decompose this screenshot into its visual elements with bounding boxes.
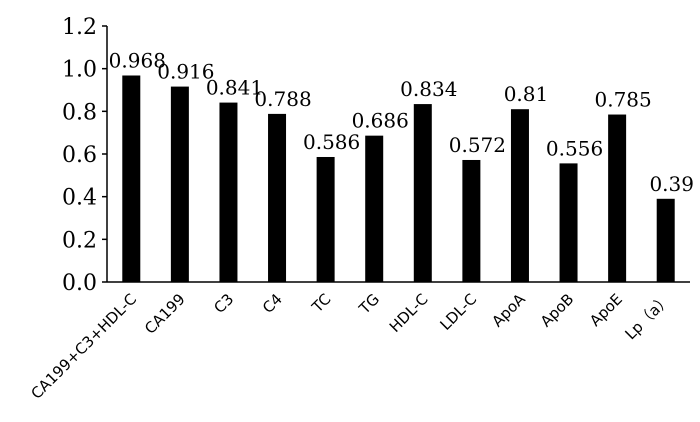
data-label: 0.785 — [594, 88, 651, 112]
category-label: TG — [355, 290, 383, 318]
y-tick-label: 0.4 — [62, 186, 97, 211]
bar — [413, 104, 432, 282]
category-label: Lp（a） — [621, 290, 674, 343]
data-label: 0.39 — [649, 172, 694, 196]
category-label: C4 — [259, 290, 286, 317]
category-label: CA199+C3+HDL-C — [27, 290, 140, 403]
data-label: 0.586 — [303, 130, 360, 154]
y-tick-label: 0.2 — [62, 228, 97, 253]
y-tick-label: 0.8 — [62, 100, 97, 125]
bar — [559, 163, 578, 282]
bar — [268, 113, 287, 282]
category-label: ApoA — [488, 290, 529, 331]
data-label: 0.968 — [109, 48, 166, 72]
category-label: C3 — [210, 290, 237, 317]
category-label: HDL-C — [386, 290, 432, 336]
y-axis-ticks: 0.0 0.2 0.4 0.6 0.8 1.0 1.2 — [62, 15, 107, 296]
y-tick-label: 0.0 — [62, 271, 97, 296]
bar — [219, 102, 238, 282]
category-label: LDL-C — [436, 290, 480, 334]
y-tick-label: 0.6 — [62, 143, 97, 168]
y-tick-label: 1.2 — [62, 15, 97, 40]
bar — [316, 156, 335, 282]
data-label: 0.686 — [352, 109, 409, 133]
bar — [656, 198, 675, 282]
bar — [170, 86, 189, 282]
data-label: 0.788 — [254, 87, 311, 111]
data-label: 0.572 — [449, 133, 506, 157]
category-label: ApoB — [537, 290, 577, 330]
data-label: 0.556 — [546, 136, 603, 160]
bar — [510, 109, 529, 282]
category-label: TC — [308, 290, 335, 317]
category-labels: CA199+C3+HDL-C CA199 C3 C4 TC TG HDL-C LDL-C Apo… — [27, 290, 674, 403]
category-label: CA199 — [141, 290, 189, 338]
category-label: ApoE — [586, 290, 626, 330]
bar — [122, 75, 141, 282]
bar — [462, 159, 481, 282]
y-tick-label: 1.0 — [62, 58, 97, 83]
data-label: 0.834 — [400, 77, 457, 101]
data-label: 0.916 — [157, 60, 214, 84]
data-label: 0.841 — [206, 76, 263, 100]
bar — [365, 135, 384, 282]
data-label: 0.81 — [504, 82, 549, 106]
bars — [122, 75, 675, 283]
bar — [608, 114, 627, 283]
